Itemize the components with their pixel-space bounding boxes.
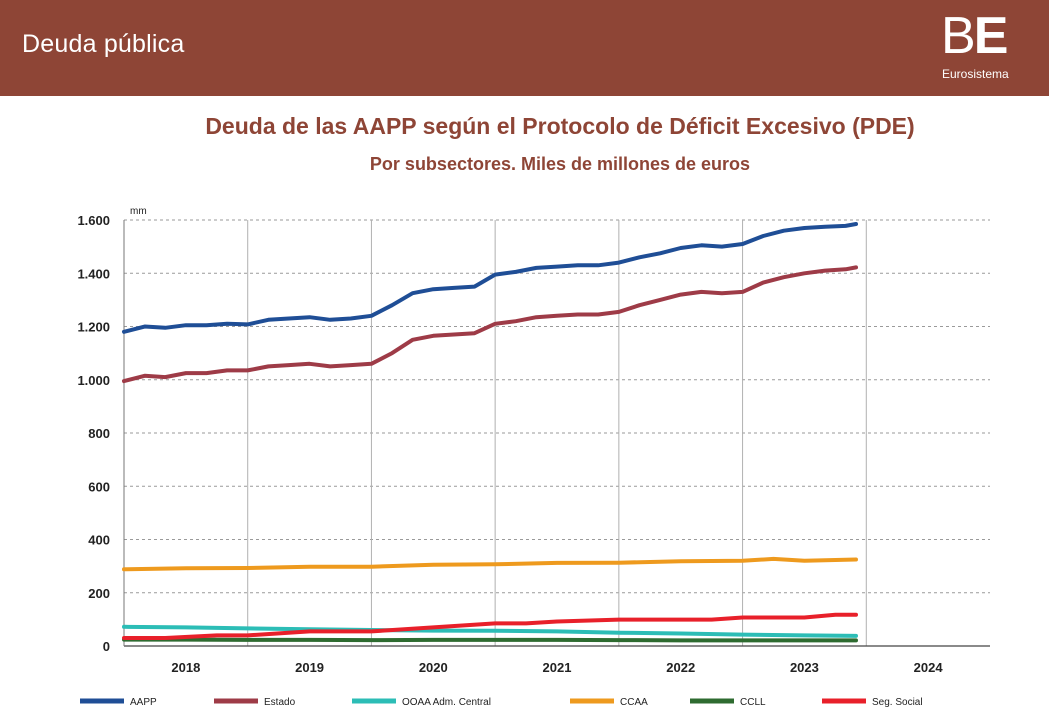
y-unit-label: mm (130, 206, 147, 217)
y-tick-label: 400 (88, 533, 110, 548)
legend-label: AAPP (130, 697, 157, 708)
x-tick-label: 2021 (543, 660, 572, 675)
series-line-ccll (122, 637, 858, 643)
logo-letter-b: B (941, 7, 976, 65)
page-title: Deuda pública (22, 30, 185, 58)
legend-item: Estado (214, 697, 296, 708)
legend-item: AAPP (80, 697, 157, 708)
series-layer (122, 222, 858, 643)
y-tick-label: 600 (88, 479, 110, 494)
x-tick-label: 2024 (914, 660, 944, 675)
y-tick-label: 200 (88, 586, 110, 601)
legend-item: CCAA (570, 697, 648, 708)
legend-label: CCLL (740, 697, 766, 708)
series-line-seg-social (122, 612, 858, 640)
y-tick-label: 1.400 (77, 266, 110, 281)
chart-title: Deuda de las AAPP según el Protocolo de … (205, 113, 915, 139)
legend-label: CCAA (620, 697, 648, 708)
chart-subtitle: Por subsectores. Miles de millones de eu… (369, 154, 751, 174)
legend-item: OOAA Adm. Central (352, 697, 491, 708)
x-tick-label: 2020 (419, 660, 448, 675)
y-tick-label: 1.000 (77, 373, 110, 388)
axis-layer: 0 200 400 600 800 1.000 1.200 1.400 1.600 2018 201… (77, 213, 990, 675)
y-tick-label: 1.200 (77, 320, 110, 335)
logo-subtitle: Eurosistema (942, 67, 1009, 81)
x-tick-label: 2022 (666, 660, 695, 675)
series-line-ccaa (122, 556, 858, 572)
legend-label: Estado (264, 697, 296, 708)
page-header: Deuda pública BE Eurosistema (0, 0, 1049, 96)
x-tick-label: 2018 (171, 660, 200, 675)
series-line-estado (122, 265, 858, 384)
x-tick-label: 2019 (295, 660, 324, 675)
series-line-ooaa-adm-central (122, 624, 858, 638)
bde-logo: BE (941, 7, 1009, 65)
legend: AAPP Estado OOAA Adm. Central CCAA CCLL Seg. … (80, 697, 923, 708)
x-tick-label: 2023 (790, 660, 819, 675)
legend-label: OOAA Adm. Central (402, 697, 491, 708)
y-tick-label: 1.600 (77, 213, 110, 228)
series-line-aapp (122, 222, 858, 334)
logo-letter-e: E (973, 7, 1009, 65)
y-tick-label: 800 (88, 426, 110, 441)
legend-label: Seg. Social (872, 697, 923, 708)
y-tick-label: 0 (103, 639, 110, 654)
legend-item: CCLL (690, 697, 766, 708)
legend-item: Seg. Social (822, 697, 923, 708)
grid-layer (124, 219, 990, 646)
